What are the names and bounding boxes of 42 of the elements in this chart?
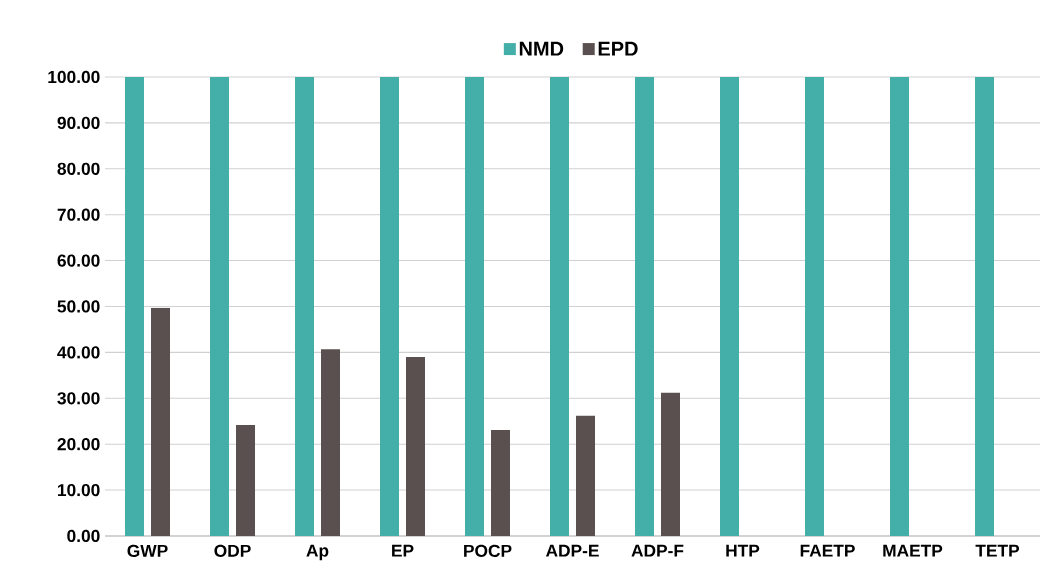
- y-tick-label: 90.00: [57, 116, 100, 130]
- x-tick-label: TETP: [975, 544, 1020, 557]
- bar: [321, 349, 341, 536]
- x-tick-label: ADP-F: [631, 544, 684, 557]
- y-tick-label: 60.00: [57, 254, 100, 267]
- bar: [465, 76, 484, 536]
- y-tick-label: 0.00: [67, 529, 100, 543]
- bar: [550, 76, 569, 536]
- bar: [125, 76, 145, 536]
- bar: [380, 76, 400, 536]
- bar: [151, 307, 170, 536]
- y-tick-label: 50.00: [57, 300, 100, 313]
- legend-label: NMD: [519, 41, 564, 56]
- bar: [491, 429, 510, 536]
- y-tick-label: 70.00: [57, 208, 100, 221]
- y-tick-label: 100.00: [48, 70, 100, 84]
- y-tick-label: 20.00: [57, 438, 100, 451]
- bar: [635, 76, 654, 536]
- bar: [720, 76, 739, 536]
- x-tick-label: FAETP: [800, 544, 855, 557]
- bar: [975, 76, 994, 536]
- x-tick-label: GWP: [127, 544, 168, 557]
- bar: [295, 76, 314, 536]
- bar: [210, 76, 229, 536]
- bar: [576, 415, 595, 536]
- y-tick-label: 80.00: [57, 162, 100, 175]
- x-tick-label: Ap: [306, 544, 329, 561]
- x-tick-label: EP: [392, 544, 414, 557]
- bar: [661, 392, 680, 536]
- x-tick-label: MAETP: [883, 544, 943, 557]
- x-tick-label: ODP: [214, 544, 251, 557]
- x-tick-label: POCP: [464, 544, 512, 557]
- y-tick-label: 30.00: [57, 392, 100, 405]
- bar: [890, 76, 909, 536]
- bar: [406, 356, 425, 536]
- bar: [236, 424, 256, 536]
- legend-label: EPD: [598, 41, 638, 56]
- y-tick-label: 10.00: [58, 483, 100, 497]
- bar: [805, 76, 824, 536]
- x-tick-label: HTP: [726, 544, 760, 557]
- y-tick-label: 40.00: [57, 346, 100, 359]
- x-tick-label: ADP-E: [545, 544, 599, 557]
